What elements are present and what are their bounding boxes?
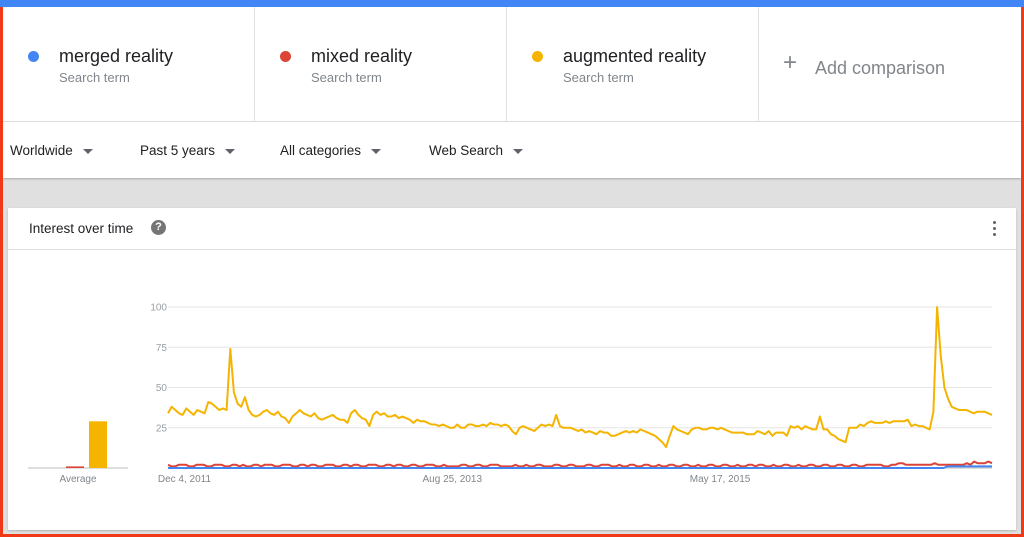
x-tick-label: May 17, 2015: [690, 474, 751, 485]
interest-over-time-card: Interest over time ? 100 75 50 25 Average D…: [8, 208, 1016, 530]
search-term-card-1[interactable]: mixed reality Search term: [255, 7, 507, 121]
category-dropdown[interactable]: All categories: [280, 143, 382, 158]
series-line-merged-reality: [168, 465, 992, 469]
add-comparison-button[interactable]: + Add comparison: [759, 7, 1021, 121]
term-color-dot: [280, 51, 291, 62]
search-property-dropdown[interactable]: Web Search: [429, 143, 524, 158]
dropdown-arrow-icon: [513, 148, 524, 154]
term-color-dot: [532, 51, 543, 62]
y-tick-label: 75: [156, 343, 168, 354]
card-header: Interest over time ?: [8, 208, 1016, 250]
y-tick-label: 100: [150, 303, 167, 314]
location-label: Worldwide: [10, 143, 73, 158]
dropdown-arrow-icon: [225, 148, 236, 154]
card-title: Interest over time: [29, 221, 134, 236]
term-color-dot: [28, 51, 39, 62]
x-axis-labels: Dec 4, 2011 Aug 25, 2013 May 17, 2015: [158, 474, 751, 485]
add-comparison-label: Add comparison: [815, 58, 946, 78]
chart-grid: 100 75 50 25: [150, 303, 992, 469]
dropdown-arrow-icon: [371, 148, 382, 154]
term-type: Search term: [563, 70, 634, 85]
series-line-augmented-reality: [167, 306, 993, 449]
filter-bar: Worldwide Past 5 years All categories We…: [3, 122, 1021, 178]
plus-icon: +: [783, 49, 798, 76]
category-label: All categories: [280, 143, 362, 158]
series-line-mixed-reality: [167, 460, 993, 468]
search-term-card-2[interactable]: augmented reality Search term: [507, 7, 759, 121]
time-range-label: Past 5 years: [140, 143, 216, 158]
y-tick-label: 25: [156, 423, 168, 434]
chart-series: [167, 306, 993, 469]
dropdown-arrow-icon: [82, 148, 93, 154]
more-options-icon[interactable]: [987, 220, 1003, 238]
top-accent-bar: [0, 0, 1024, 7]
search-terms-bar: merged reality Search term mixed reality…: [3, 7, 1021, 122]
term-name: mixed reality: [311, 46, 413, 66]
term-type: Search term: [59, 70, 130, 85]
term-name: merged reality: [59, 46, 174, 66]
term-type: Search term: [311, 70, 382, 85]
interest-chart: 100 75 50 25 Average Dec 4, 2011 Aug 25, 201…: [28, 303, 993, 485]
average-label: Average: [59, 474, 97, 485]
time-range-dropdown[interactable]: Past 5 years: [140, 143, 236, 158]
average-bar: [89, 421, 107, 468]
help-icon[interactable]: ?: [151, 220, 166, 235]
search-term-card-0[interactable]: merged reality Search term: [3, 7, 255, 121]
term-name: augmented reality: [563, 46, 707, 66]
average-bar: [66, 466, 84, 468]
location-dropdown[interactable]: Worldwide: [10, 143, 93, 158]
search-property-label: Web Search: [429, 143, 504, 158]
x-tick-label: Dec 4, 2011: [158, 474, 212, 485]
average-bars: Average: [28, 421, 128, 485]
y-tick-label: 50: [156, 383, 168, 394]
x-tick-label: Aug 25, 2013: [423, 474, 483, 485]
